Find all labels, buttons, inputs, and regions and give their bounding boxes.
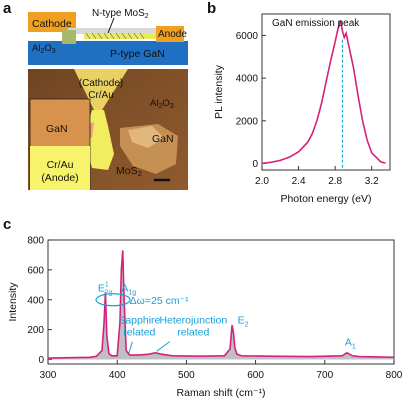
x-tick-label: 300 <box>40 370 57 381</box>
n-type-mos2-label: N-type MoS2 <box>92 8 149 20</box>
y-tick-label: 400 <box>27 295 44 306</box>
pl-spectrum-series <box>261 20 386 165</box>
sapphire-label-1: Sapphire <box>118 315 160 327</box>
heterojunction-label-1: Heterojunction <box>159 315 227 327</box>
mos2-pointer-line <box>107 17 115 34</box>
y-tick-label: 2000 <box>236 116 259 127</box>
x-tick-label: 2.8 <box>328 176 342 187</box>
y-tick-label: 600 <box>27 265 44 276</box>
optical-micrograph: (Cathode) Cr/Au Al2O3 GaN GaN MoS2 Cr/Au… <box>28 69 188 190</box>
anode-pad <box>30 146 90 190</box>
x-tick-label: 500 <box>178 370 195 381</box>
gan-left-label: GaN <box>46 123 68 135</box>
x-tick-label: 400 <box>109 370 126 381</box>
cathode-probe <box>74 69 128 110</box>
panel-label-c: c <box>3 216 12 233</box>
raman-spectrum-fill <box>48 250 394 360</box>
al2o3-schematic-label: Al2O3 <box>32 43 56 55</box>
heterojunction-label-2: related <box>177 327 209 339</box>
pl-spectrum-chart: 2.0 2.4 2.8 3.2 0 2000 4000 6000 GaN emission p… <box>213 13 391 205</box>
p-type-gan-label: P-type GaN <box>110 48 165 60</box>
y-tick-label: 200 <box>27 325 44 336</box>
y-axis-label: Intensity <box>7 282 19 322</box>
panel-label-a: a <box>3 0 12 17</box>
panel-a-illustration: Cathode N-type MoS2 Anode Al2O3 P-type G… <box>28 6 188 190</box>
micrograph-cathode-label-2: Cr/Au <box>88 90 114 101</box>
micrograph-al2o3-label: Al2O3 <box>150 98 174 110</box>
gan-right-label: GaN <box>152 133 174 145</box>
sapphire-label-2: related <box>123 327 155 339</box>
x-tick-label: 2.0 <box>255 176 269 187</box>
panel-label-b: b <box>207 0 217 17</box>
p-gan-layer <box>28 41 188 65</box>
sapphire-arrow <box>128 341 133 353</box>
y-tick-label: 6000 <box>236 31 259 42</box>
x-axis-label: Raman shift (cm⁻¹) <box>177 387 266 399</box>
x-tick-label: 800 <box>386 370 402 381</box>
y-axis-label: PL intensity <box>213 64 225 119</box>
heterojunction-arrow <box>156 341 171 352</box>
y-tick-label: 4000 <box>236 74 259 85</box>
y-tick-label: 0 <box>38 355 44 366</box>
mos2-flake-label: MoS2 <box>116 165 142 178</box>
anode-pad-label-2: (Anode) <box>41 172 78 184</box>
delta-omega-label: Δω=25 cm⁻¹ <box>130 295 189 307</box>
plot-frame <box>261 13 391 171</box>
anode-pad-label-1: Cr/Au <box>47 159 74 171</box>
al2o3-layer <box>62 30 76 44</box>
x-axis-label: Photon energy (eV) <box>280 193 371 205</box>
emission-peak-annotation: GaN emission peak <box>272 18 360 29</box>
y-tick-label: 0 <box>252 159 258 170</box>
cathode-electrode <box>28 12 76 32</box>
e2g-peak-label: E1 2g <box>98 282 113 297</box>
mos2-layer <box>84 33 158 39</box>
a1-peak-label: A1 <box>345 336 356 350</box>
anode-electrode <box>156 26 184 42</box>
device-schematic: Cathode N-type MoS2 Anode Al2O3 P-type G… <box>28 6 188 66</box>
cathode-label: Cathode <box>32 18 72 30</box>
micrograph-cathode-label-1: (Cathode) <box>79 78 123 89</box>
x-tick-label: 600 <box>247 370 264 381</box>
plot-frame <box>47 239 395 365</box>
x-tick-label: 3.2 <box>365 176 379 187</box>
x-tick-label: 700 <box>316 370 333 381</box>
raman-spectrum-chart: 300 400 500 600 700 800 0 200 400 600 800 E1 2g A1gΔ… <box>7 236 402 400</box>
x-tick-label: 2.4 <box>292 176 306 187</box>
peak-pair-ellipse <box>95 293 131 307</box>
a1g-peak-label: A1g <box>121 283 136 297</box>
anode-label: Anode <box>158 29 187 40</box>
y-tick-label: 800 <box>27 236 44 247</box>
e2-peak-label: E2 <box>238 315 249 329</box>
raman-spectrum-series <box>47 250 395 359</box>
